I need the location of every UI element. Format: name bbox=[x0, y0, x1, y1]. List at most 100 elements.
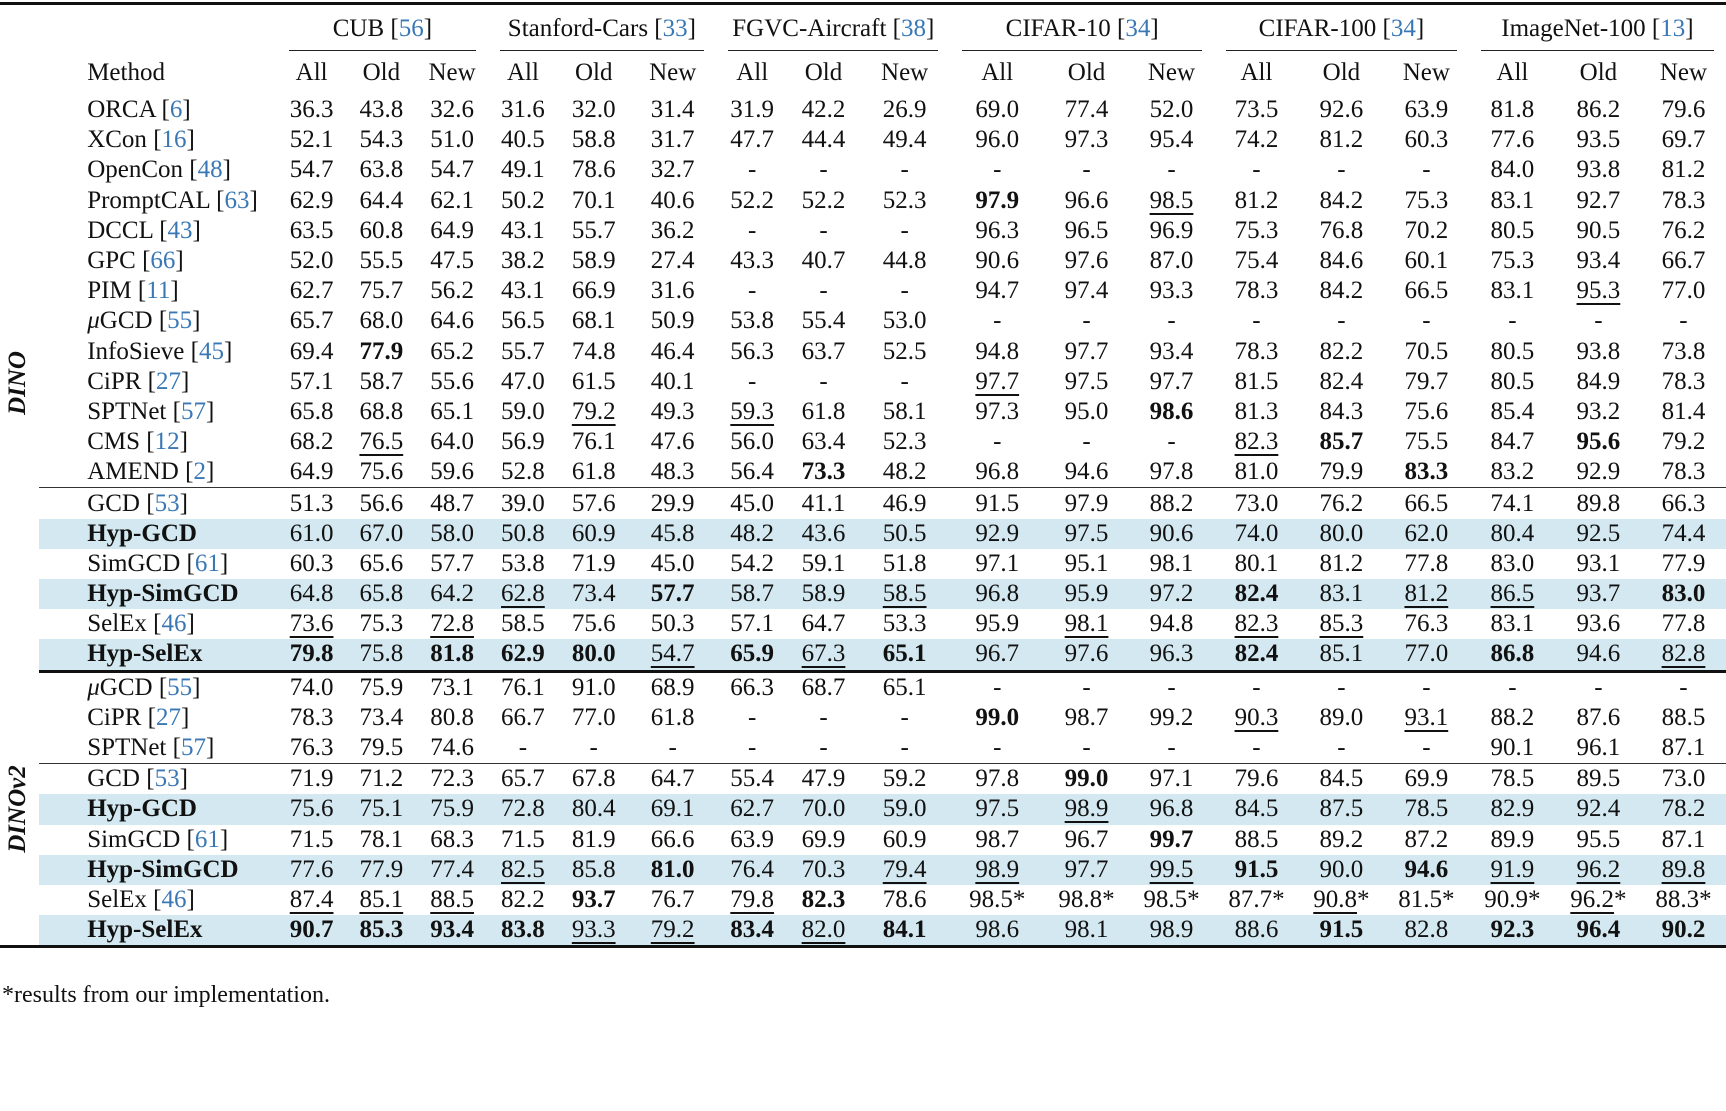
value-cell: 58.7 bbox=[716, 579, 789, 610]
value-cell: 54.2 bbox=[716, 549, 788, 579]
citation-link[interactable]: 34 bbox=[1390, 15, 1416, 42]
value: 31.4 bbox=[650, 96, 695, 124]
citation-link[interactable]: 27 bbox=[155, 367, 181, 395]
citation-link[interactable]: 12 bbox=[154, 428, 180, 456]
value: - bbox=[748, 367, 757, 395]
value: - bbox=[993, 307, 1002, 335]
value: 68.2 bbox=[289, 428, 334, 456]
citation-link[interactable]: 33 bbox=[662, 15, 688, 42]
citation-link[interactable]: 13 bbox=[1660, 15, 1686, 42]
value: 75.3 bbox=[359, 610, 404, 638]
citation-link[interactable]: 6 bbox=[169, 96, 183, 124]
value: - bbox=[1252, 734, 1261, 762]
value: 75.3 bbox=[1234, 216, 1279, 244]
citation-link[interactable]: 16 bbox=[161, 126, 187, 154]
citation-link[interactable]: 46 bbox=[161, 885, 187, 913]
value: - bbox=[748, 703, 757, 731]
value: 26.9 bbox=[882, 96, 927, 124]
group-col-cell bbox=[0, 306, 39, 336]
value: 51.0 bbox=[430, 126, 474, 154]
value: 48.7 bbox=[430, 489, 474, 517]
citation-link[interactable]: 2 bbox=[193, 458, 206, 486]
citation-link[interactable]: 43 bbox=[167, 216, 193, 244]
group-col-cell bbox=[0, 519, 39, 549]
value-cell: 63.9 bbox=[1384, 95, 1469, 125]
value: 48.3 bbox=[650, 458, 695, 486]
value-cell: 73.0 bbox=[1640, 763, 1726, 795]
value: - bbox=[819, 216, 828, 244]
value: 56.5 bbox=[501, 307, 545, 335]
value: 78.2 bbox=[1661, 795, 1706, 823]
citation-link[interactable]: 48 bbox=[197, 156, 223, 184]
value: - bbox=[1594, 673, 1603, 701]
value-cell: 44.4 bbox=[788, 125, 859, 155]
value-cell: - bbox=[1044, 669, 1130, 703]
citation-link[interactable]: 53 bbox=[154, 765, 180, 793]
value: 94.6 bbox=[1576, 640, 1621, 668]
value: - bbox=[993, 673, 1002, 701]
subcolumn-header-all: All bbox=[981, 59, 1014, 86]
value-cell: 77.4 bbox=[416, 854, 488, 885]
citation-link[interactable]: 61 bbox=[194, 825, 220, 853]
value-cell: 99.2 bbox=[1129, 703, 1214, 733]
value: 53.8 bbox=[501, 549, 545, 577]
citation-link[interactable]: 55 bbox=[167, 307, 193, 335]
value-cell: 75.4 bbox=[1214, 246, 1299, 276]
value-cell: 93.7 bbox=[1555, 579, 1641, 610]
value-cell: 84.6 bbox=[1299, 246, 1384, 276]
value: 71.5 bbox=[501, 825, 545, 853]
value-cell: 40.1 bbox=[629, 367, 716, 397]
citation-link[interactable]: 56 bbox=[398, 15, 424, 42]
value: 88.5 bbox=[1661, 703, 1706, 731]
value: 44.4 bbox=[801, 126, 846, 154]
citation-link[interactable]: 53 bbox=[154, 489, 180, 517]
subcolumn-header-row: Method All Old New All Old New All Old New All Old N… bbox=[0, 51, 1726, 95]
citation-link[interactable]: 55 bbox=[167, 673, 193, 701]
value-cell: 63.8 bbox=[346, 155, 417, 185]
value: 77.6 bbox=[1490, 126, 1535, 154]
value: 62.8 bbox=[501, 580, 545, 608]
value-cell: - bbox=[1299, 306, 1384, 336]
table-row: Hyp-SimGCD 77.6 77.9 77.4 82.5 85.8 81.0 76.4 70… bbox=[0, 854, 1726, 885]
citation-link[interactable]: 66 bbox=[150, 247, 176, 275]
citation-link[interactable]: 57 bbox=[180, 734, 206, 762]
value: 97.5 bbox=[1064, 519, 1109, 547]
method-name: InfoSieve bbox=[87, 337, 185, 365]
method-name: Hyp-SelEx bbox=[87, 916, 203, 944]
value: 83.1 bbox=[1490, 277, 1535, 305]
value-cell: 75.1 bbox=[345, 794, 417, 825]
citation-link[interactable]: 63 bbox=[224, 186, 250, 214]
citation-link[interactable]: 38 bbox=[901, 15, 926, 42]
value: 52.2 bbox=[730, 186, 775, 214]
value-cell: 94.6 bbox=[1555, 639, 1641, 672]
value-cell: 55.5 bbox=[346, 246, 417, 276]
value: 65.7 bbox=[289, 307, 334, 335]
citation-link[interactable]: 11 bbox=[146, 277, 171, 305]
value: 81.0 bbox=[1234, 458, 1279, 486]
citation-link[interactable]: 45 bbox=[198, 337, 224, 365]
value: 88.2 bbox=[1149, 489, 1194, 517]
value-cell: - bbox=[859, 733, 950, 764]
value: 47.6 bbox=[650, 428, 695, 456]
value: 45.0 bbox=[730, 489, 775, 517]
citation-link[interactable]: 27 bbox=[155, 703, 181, 731]
value: 77.0 bbox=[1661, 277, 1706, 305]
value: - bbox=[1167, 428, 1176, 456]
value: 82.3 bbox=[801, 885, 846, 913]
value-cell: 55.4 bbox=[788, 306, 859, 336]
value: 75.6 bbox=[571, 610, 616, 638]
value-cell: 58.0 bbox=[416, 518, 488, 549]
value-cell: 63.9 bbox=[716, 825, 788, 855]
citation-link[interactable]: 61 bbox=[194, 549, 220, 577]
citation-link[interactable]: 57 bbox=[180, 397, 206, 425]
value-cell: - bbox=[859, 276, 950, 306]
value-cell: 77.6 bbox=[277, 854, 346, 885]
value-cell: 77.8 bbox=[1641, 609, 1726, 639]
table-row: Hyp-SelEx 90.7 85.3 93.4 83.8 93.3 79.2 83.4 82.… bbox=[0, 915, 1726, 949]
citation-link[interactable]: 34 bbox=[1125, 15, 1151, 42]
subcolumn-header-new: New bbox=[428, 59, 476, 86]
value: 97.9 bbox=[975, 186, 1020, 214]
value: 60.3 bbox=[289, 549, 334, 577]
value-cell: 75.7 bbox=[346, 276, 417, 306]
citation-link[interactable]: 46 bbox=[161, 610, 187, 638]
